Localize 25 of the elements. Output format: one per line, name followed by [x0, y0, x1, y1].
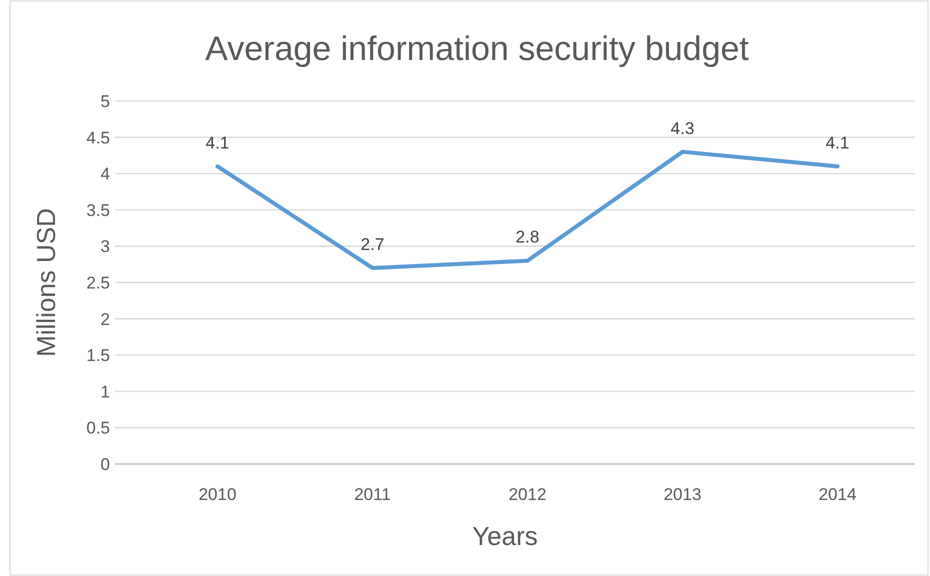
data-label: 2.7 — [360, 234, 384, 254]
y-tick-label: 4.5 — [86, 128, 110, 148]
y-tick-label: 1 — [100, 382, 110, 402]
x-tick-label: 2012 — [508, 485, 546, 504]
data-label: 2.8 — [516, 228, 540, 247]
y-tick-label: 4 — [100, 164, 110, 184]
data-label: 4.1 — [826, 133, 850, 152]
y-tick-label: 2.5 — [86, 273, 110, 292]
y-tick-label: 0.5 — [86, 418, 110, 438]
x-tick-label: 2010 — [198, 485, 236, 504]
x-tick-label: 2014 — [818, 485, 856, 504]
y-tick-label: 2 — [100, 310, 110, 329]
line-series — [216, 150, 840, 270]
chart-title: Average information security budget — [205, 30, 750, 68]
y-tick-label: 5 — [100, 92, 110, 111]
data-label: 4.1 — [206, 133, 230, 152]
x-axis-title: Years — [472, 521, 538, 551]
y-tick-label: 3 — [100, 237, 110, 256]
y-tick-label: 1.5 — [86, 346, 110, 366]
data-label: 4.3 — [670, 118, 694, 138]
y-axis-title: Millions USD — [31, 208, 61, 357]
y-tick-label: 3.5 — [86, 200, 110, 220]
x-tick-label: 2013 — [664, 485, 702, 504]
y-tick-label: 0 — [100, 454, 110, 474]
x-tick-label: 2011 — [354, 485, 391, 504]
